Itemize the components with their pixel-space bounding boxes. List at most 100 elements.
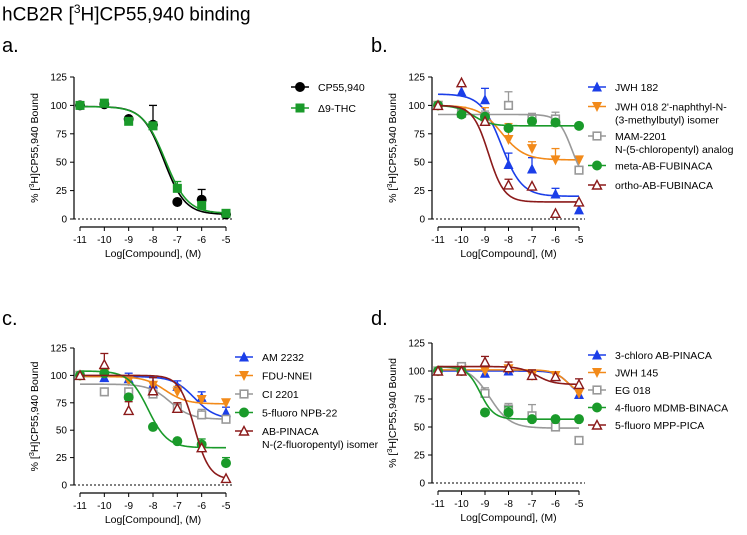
x-tick-label: -7 bbox=[173, 235, 182, 246]
y-tick-label: 0 bbox=[61, 215, 67, 226]
data-point bbox=[455, 365, 468, 376]
data-point bbox=[480, 94, 490, 105]
data-point bbox=[147, 384, 159, 396]
data-point bbox=[480, 366, 490, 377]
x-tick-label: -6 bbox=[551, 499, 560, 510]
legend-entry: 4-fluoro MDMB-BINACA bbox=[588, 402, 728, 415]
legend-label: 3-chloro AB-PINACA bbox=[615, 350, 712, 362]
x-tick-label: -7 bbox=[528, 235, 537, 246]
x-tick-label: -10 bbox=[97, 235, 112, 246]
x-tick-label: -11 bbox=[73, 235, 87, 246]
y-tick-label: 100 bbox=[408, 101, 425, 112]
legend-entry: meta-AB-FUBINACA bbox=[588, 160, 712, 173]
data-point bbox=[574, 204, 584, 215]
x-tick-label: -6 bbox=[197, 501, 206, 512]
y-axis-label-sup: 3 bbox=[385, 449, 394, 453]
data-point bbox=[196, 395, 207, 406]
legend-marker bbox=[592, 368, 602, 378]
x-tick-label: -10 bbox=[454, 235, 469, 246]
x-tick-label: -5 bbox=[575, 499, 584, 510]
data-point bbox=[574, 388, 584, 399]
data-point bbox=[550, 414, 561, 425]
legend-label: AM 2232 bbox=[262, 352, 304, 364]
data-point bbox=[479, 356, 491, 367]
x-tick-label: -10 bbox=[454, 499, 469, 510]
x-tick-label: -9 bbox=[124, 235, 133, 246]
x-tick-label: -6 bbox=[197, 235, 206, 246]
x-axis-label: Log[Compound], (M) bbox=[460, 512, 556, 524]
data-point bbox=[74, 369, 86, 381]
legend-label: ortho-AB-FUBINACA bbox=[615, 180, 713, 192]
legend-marker bbox=[592, 102, 602, 112]
legend-entry: EG 018 bbox=[588, 385, 651, 397]
data-point bbox=[124, 116, 134, 126]
data-point bbox=[527, 116, 537, 127]
x-axis-label: Log[Compound], (M) bbox=[105, 514, 201, 526]
panel-letter: a. bbox=[2, 35, 19, 57]
x-tick-label: -8 bbox=[149, 235, 158, 246]
page-title: hCB2R [3H]CP55,940 binding bbox=[2, 2, 251, 26]
title-post: H]CP55,940 binding bbox=[80, 4, 251, 26]
data-point bbox=[221, 458, 231, 469]
data-point bbox=[148, 421, 158, 432]
data-point bbox=[502, 361, 515, 373]
x-tick-label: -9 bbox=[124, 501, 133, 512]
data-point bbox=[574, 120, 584, 131]
data-point bbox=[172, 196, 183, 207]
legend-entry: JWH 018 2'-naphthyl-N-(3-methylbutyl) is… bbox=[588, 102, 727, 127]
x-tick-label: -7 bbox=[528, 499, 537, 510]
data-point bbox=[503, 134, 514, 145]
data-point bbox=[527, 144, 537, 155]
y-tick-label: 50 bbox=[56, 426, 68, 437]
x-tick-label: -8 bbox=[504, 499, 513, 510]
legend-label: MAM-2201 bbox=[615, 131, 667, 143]
legend-label: FDU-NNEI bbox=[262, 371, 312, 383]
data-point bbox=[148, 121, 158, 131]
x-axis-label: Log[Compound], (M) bbox=[460, 248, 556, 260]
data-point bbox=[197, 410, 207, 420]
panel-letter: b. bbox=[371, 35, 388, 57]
title-pre: hCB2R [ bbox=[2, 4, 74, 26]
panel-letter: c. bbox=[2, 308, 18, 330]
data-point bbox=[549, 370, 562, 382]
series-1 bbox=[433, 85, 584, 215]
data-point bbox=[550, 155, 561, 166]
data-point bbox=[574, 165, 584, 175]
legend-label: JWH 018 2'-naphthyl-N- bbox=[615, 102, 727, 114]
x-tick-label: -9 bbox=[481, 499, 490, 510]
legend-marker bbox=[295, 103, 305, 113]
y-axis-label: % [3H]CP55,940 Bound bbox=[385, 93, 399, 203]
y-axis-label-sup: 3 bbox=[27, 452, 36, 456]
series-4 bbox=[433, 100, 584, 134]
y-tick-label: 125 bbox=[408, 339, 425, 350]
data-point bbox=[503, 407, 514, 418]
data-point bbox=[98, 358, 110, 370]
y-axis-label-post: H]CP55,940 Bound bbox=[387, 358, 399, 449]
x-tick-label: -5 bbox=[222, 235, 231, 246]
legend-label: 5-fluoro NPB-22 bbox=[262, 408, 337, 420]
y-axis-label-sup: 3 bbox=[385, 184, 394, 188]
data-point bbox=[220, 472, 232, 484]
legend-label: N-(2-fluoropentyl) isomer bbox=[262, 439, 379, 451]
data-point bbox=[502, 178, 515, 190]
legend-marker bbox=[239, 371, 249, 381]
y-axis-label-sup: 3 bbox=[27, 184, 36, 188]
y-tick-label: 75 bbox=[56, 129, 68, 140]
data-point bbox=[221, 414, 231, 424]
legend-entry: Δ9-THC bbox=[291, 103, 356, 115]
series-5 bbox=[74, 352, 232, 484]
data-point bbox=[221, 398, 231, 409]
y-tick-label: 75 bbox=[414, 395, 426, 406]
x-tick-label: -6 bbox=[551, 235, 560, 246]
legend-marker bbox=[592, 160, 602, 171]
y-tick-label: 50 bbox=[414, 158, 426, 169]
data-point bbox=[432, 365, 444, 376]
data-point bbox=[574, 155, 584, 166]
data-point bbox=[480, 407, 490, 418]
data-point bbox=[526, 180, 538, 191]
data-point bbox=[550, 422, 561, 432]
x-axis-label: Log[Compound], (M) bbox=[105, 248, 201, 260]
x-tick-label: -11 bbox=[431, 235, 445, 246]
